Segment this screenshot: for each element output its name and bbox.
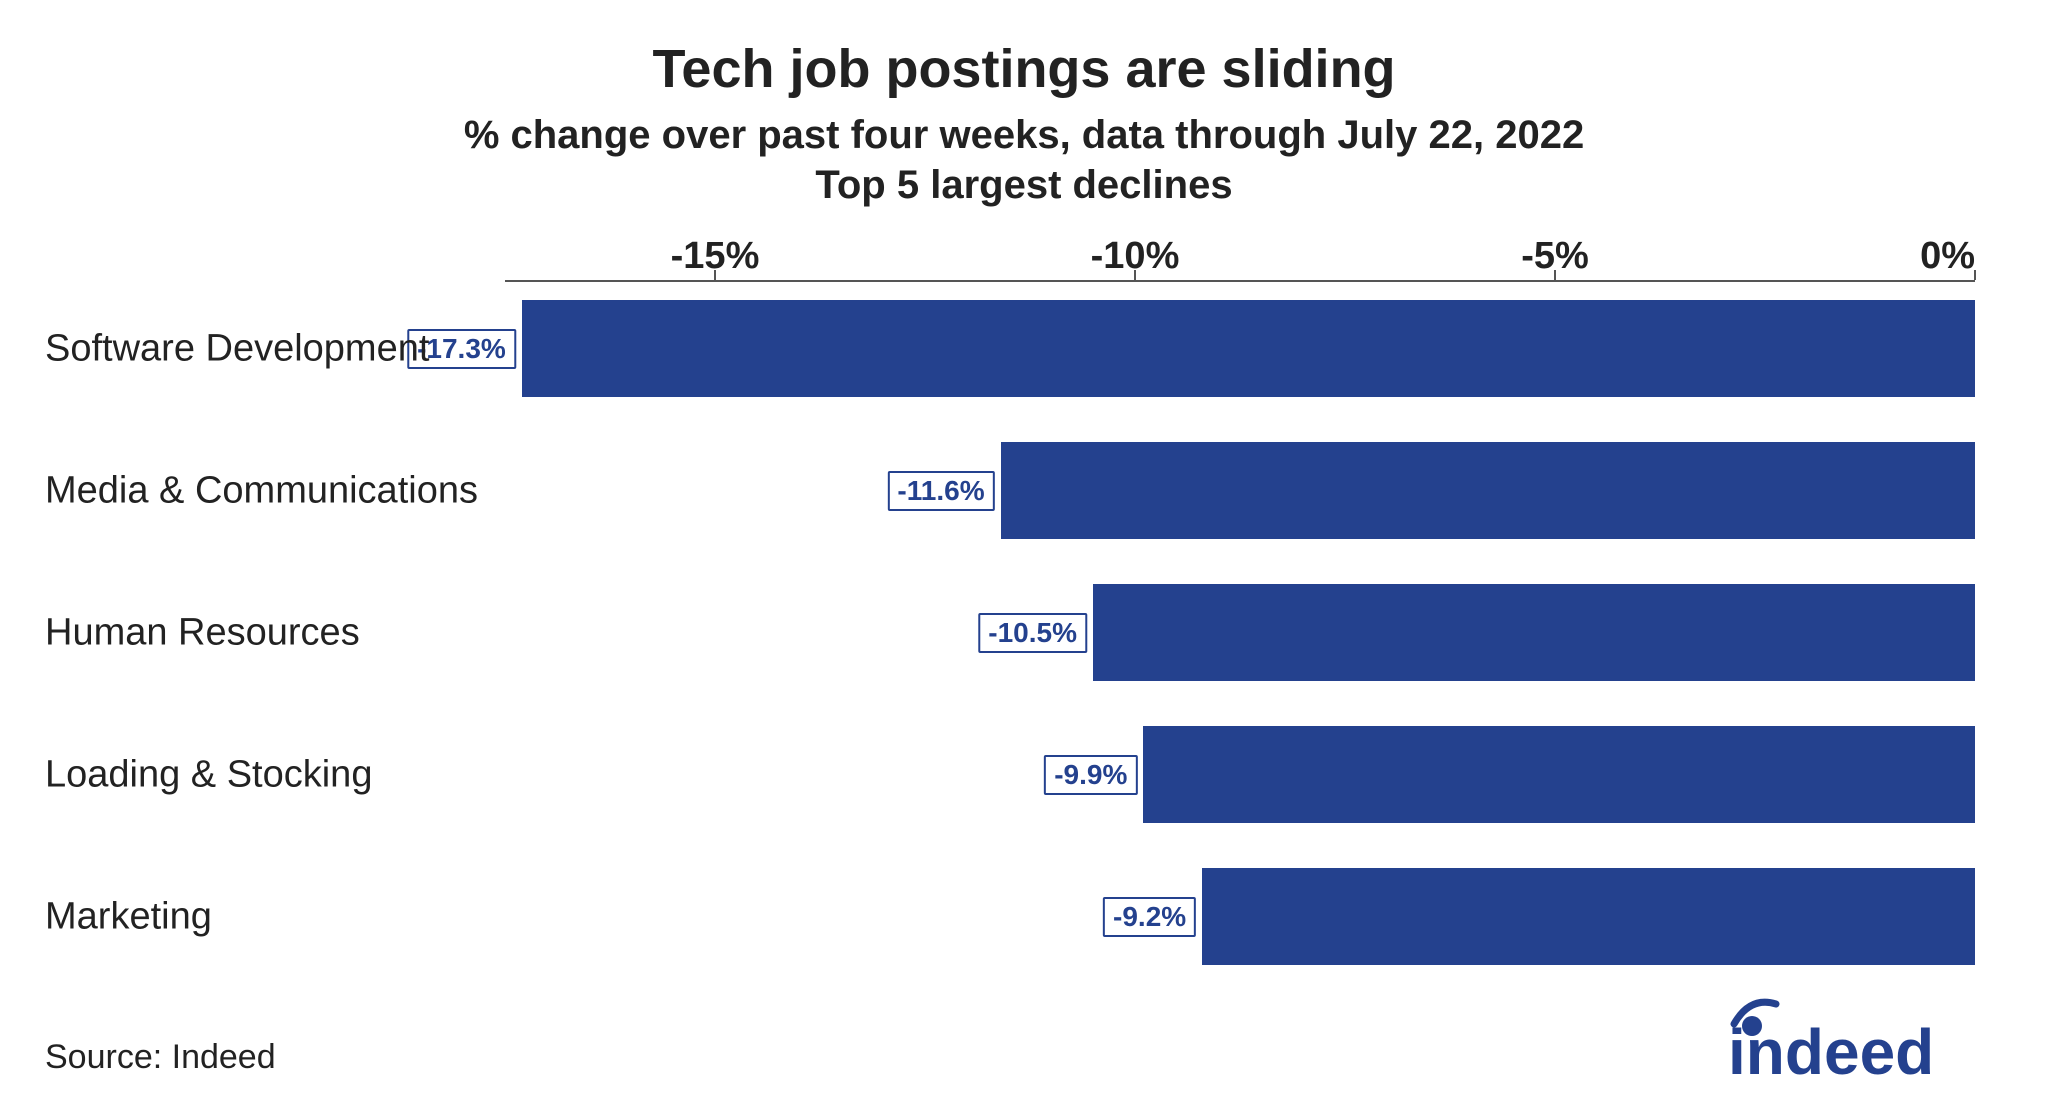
bar <box>1143 726 1975 823</box>
bar <box>1001 442 1975 539</box>
plot-area: -15%-10%-5%0%-17.3%-11.6%-10.5%-9.9%-9.2… <box>505 280 1975 1000</box>
indeed-logo: indeed <box>1728 994 1988 1089</box>
bar <box>1093 584 1975 681</box>
bar-value-label: -10.5% <box>978 613 1087 653</box>
category-label: Human Resources <box>45 611 360 654</box>
category-label: Media & Communications <box>45 469 478 512</box>
subtitle-line-1: % change over past four weeks, data thro… <box>464 113 1584 157</box>
bar <box>1202 868 1975 965</box>
subtitle-line-2: Top 5 largest declines <box>815 163 1232 207</box>
category-label: Loading & Stocking <box>45 753 372 796</box>
chart-container: Tech job postings are sliding % change o… <box>0 0 2048 1117</box>
bar-value-label: -11.6% <box>887 471 994 511</box>
category-label: Software Development <box>45 327 429 370</box>
bar <box>522 300 1975 397</box>
x-tick-label: -5% <box>1521 235 1589 278</box>
chart-title: Tech job postings are sliding <box>0 38 2048 100</box>
indeed-logo-svg: indeed <box>1728 994 1988 1084</box>
x-axis-line <box>505 280 1975 282</box>
bar-value-label: -9.2% <box>1103 897 1196 937</box>
chart-subtitle: % change over past four weeks, data thro… <box>0 110 2048 210</box>
x-tick-label: -15% <box>671 235 760 278</box>
x-tick-label: 0% <box>1920 235 1975 278</box>
x-tick-label: -10% <box>1091 235 1180 278</box>
source-text: Source: Indeed <box>45 1038 276 1077</box>
bar-value-label: -9.9% <box>1044 755 1137 795</box>
category-label: Marketing <box>45 895 212 938</box>
svg-text:indeed: indeed <box>1728 1016 1934 1084</box>
